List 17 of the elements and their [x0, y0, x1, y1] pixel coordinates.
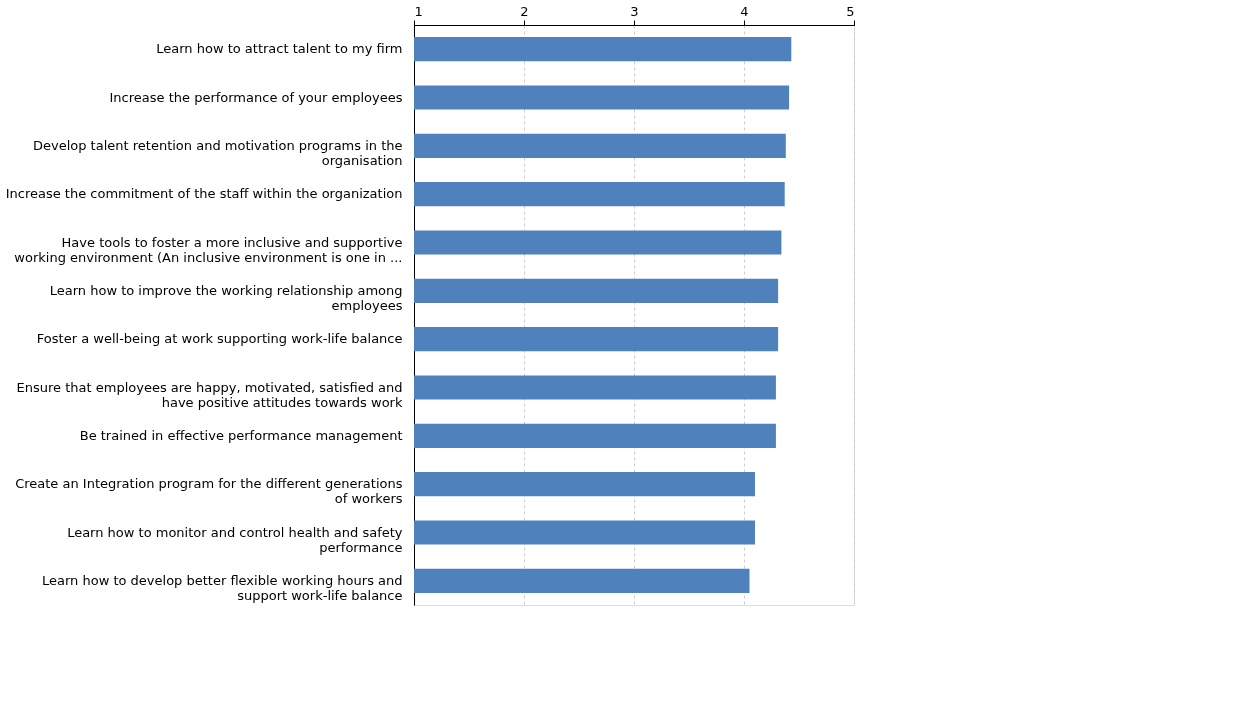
- y-tick-label: Be trained in effective performance management: [79, 427, 403, 443]
- x-tick-label: 1: [414, 3, 423, 19]
- y-tick-label: Learn how to develop better flexible working hours and support work-life balance: [41, 572, 403, 603]
- y-tick-label: Create an Integration program for the different generations of workers: [15, 476, 403, 507]
- x-tick-label: 2: [520, 3, 529, 19]
- x-tick-label: 5: [846, 3, 855, 19]
- y-tick-label: Increase the performance of your employees: [109, 89, 403, 105]
- y-tick-label: Ensure that employees are happy, motivated, satisfied and have positive attitudes towards work: [16, 379, 403, 410]
- y-tick-label: Increase the commitment of the staff within the organization: [5, 186, 403, 202]
- y-tick-label: Have tools to foster a more inclusive and supportive working environment (An inclusive environment is one in ...: [14, 234, 403, 265]
- y-tick-label: Foster a well-being at work supporting work-life balance: [36, 331, 403, 347]
- y-tick-label: Learn how to monitor and control health and safety performance: [67, 524, 403, 555]
- x-tick-label: 3: [630, 3, 639, 19]
- x-tick-label: 4: [740, 3, 749, 19]
- y-tick-label: Develop talent retention and motivation programs in the organisation: [32, 137, 403, 168]
- y-tick-label: Learn how to attract talent to my firm: [156, 41, 403, 57]
- y-tick-label: Learn how to improve the working relationship among employees: [49, 282, 403, 313]
